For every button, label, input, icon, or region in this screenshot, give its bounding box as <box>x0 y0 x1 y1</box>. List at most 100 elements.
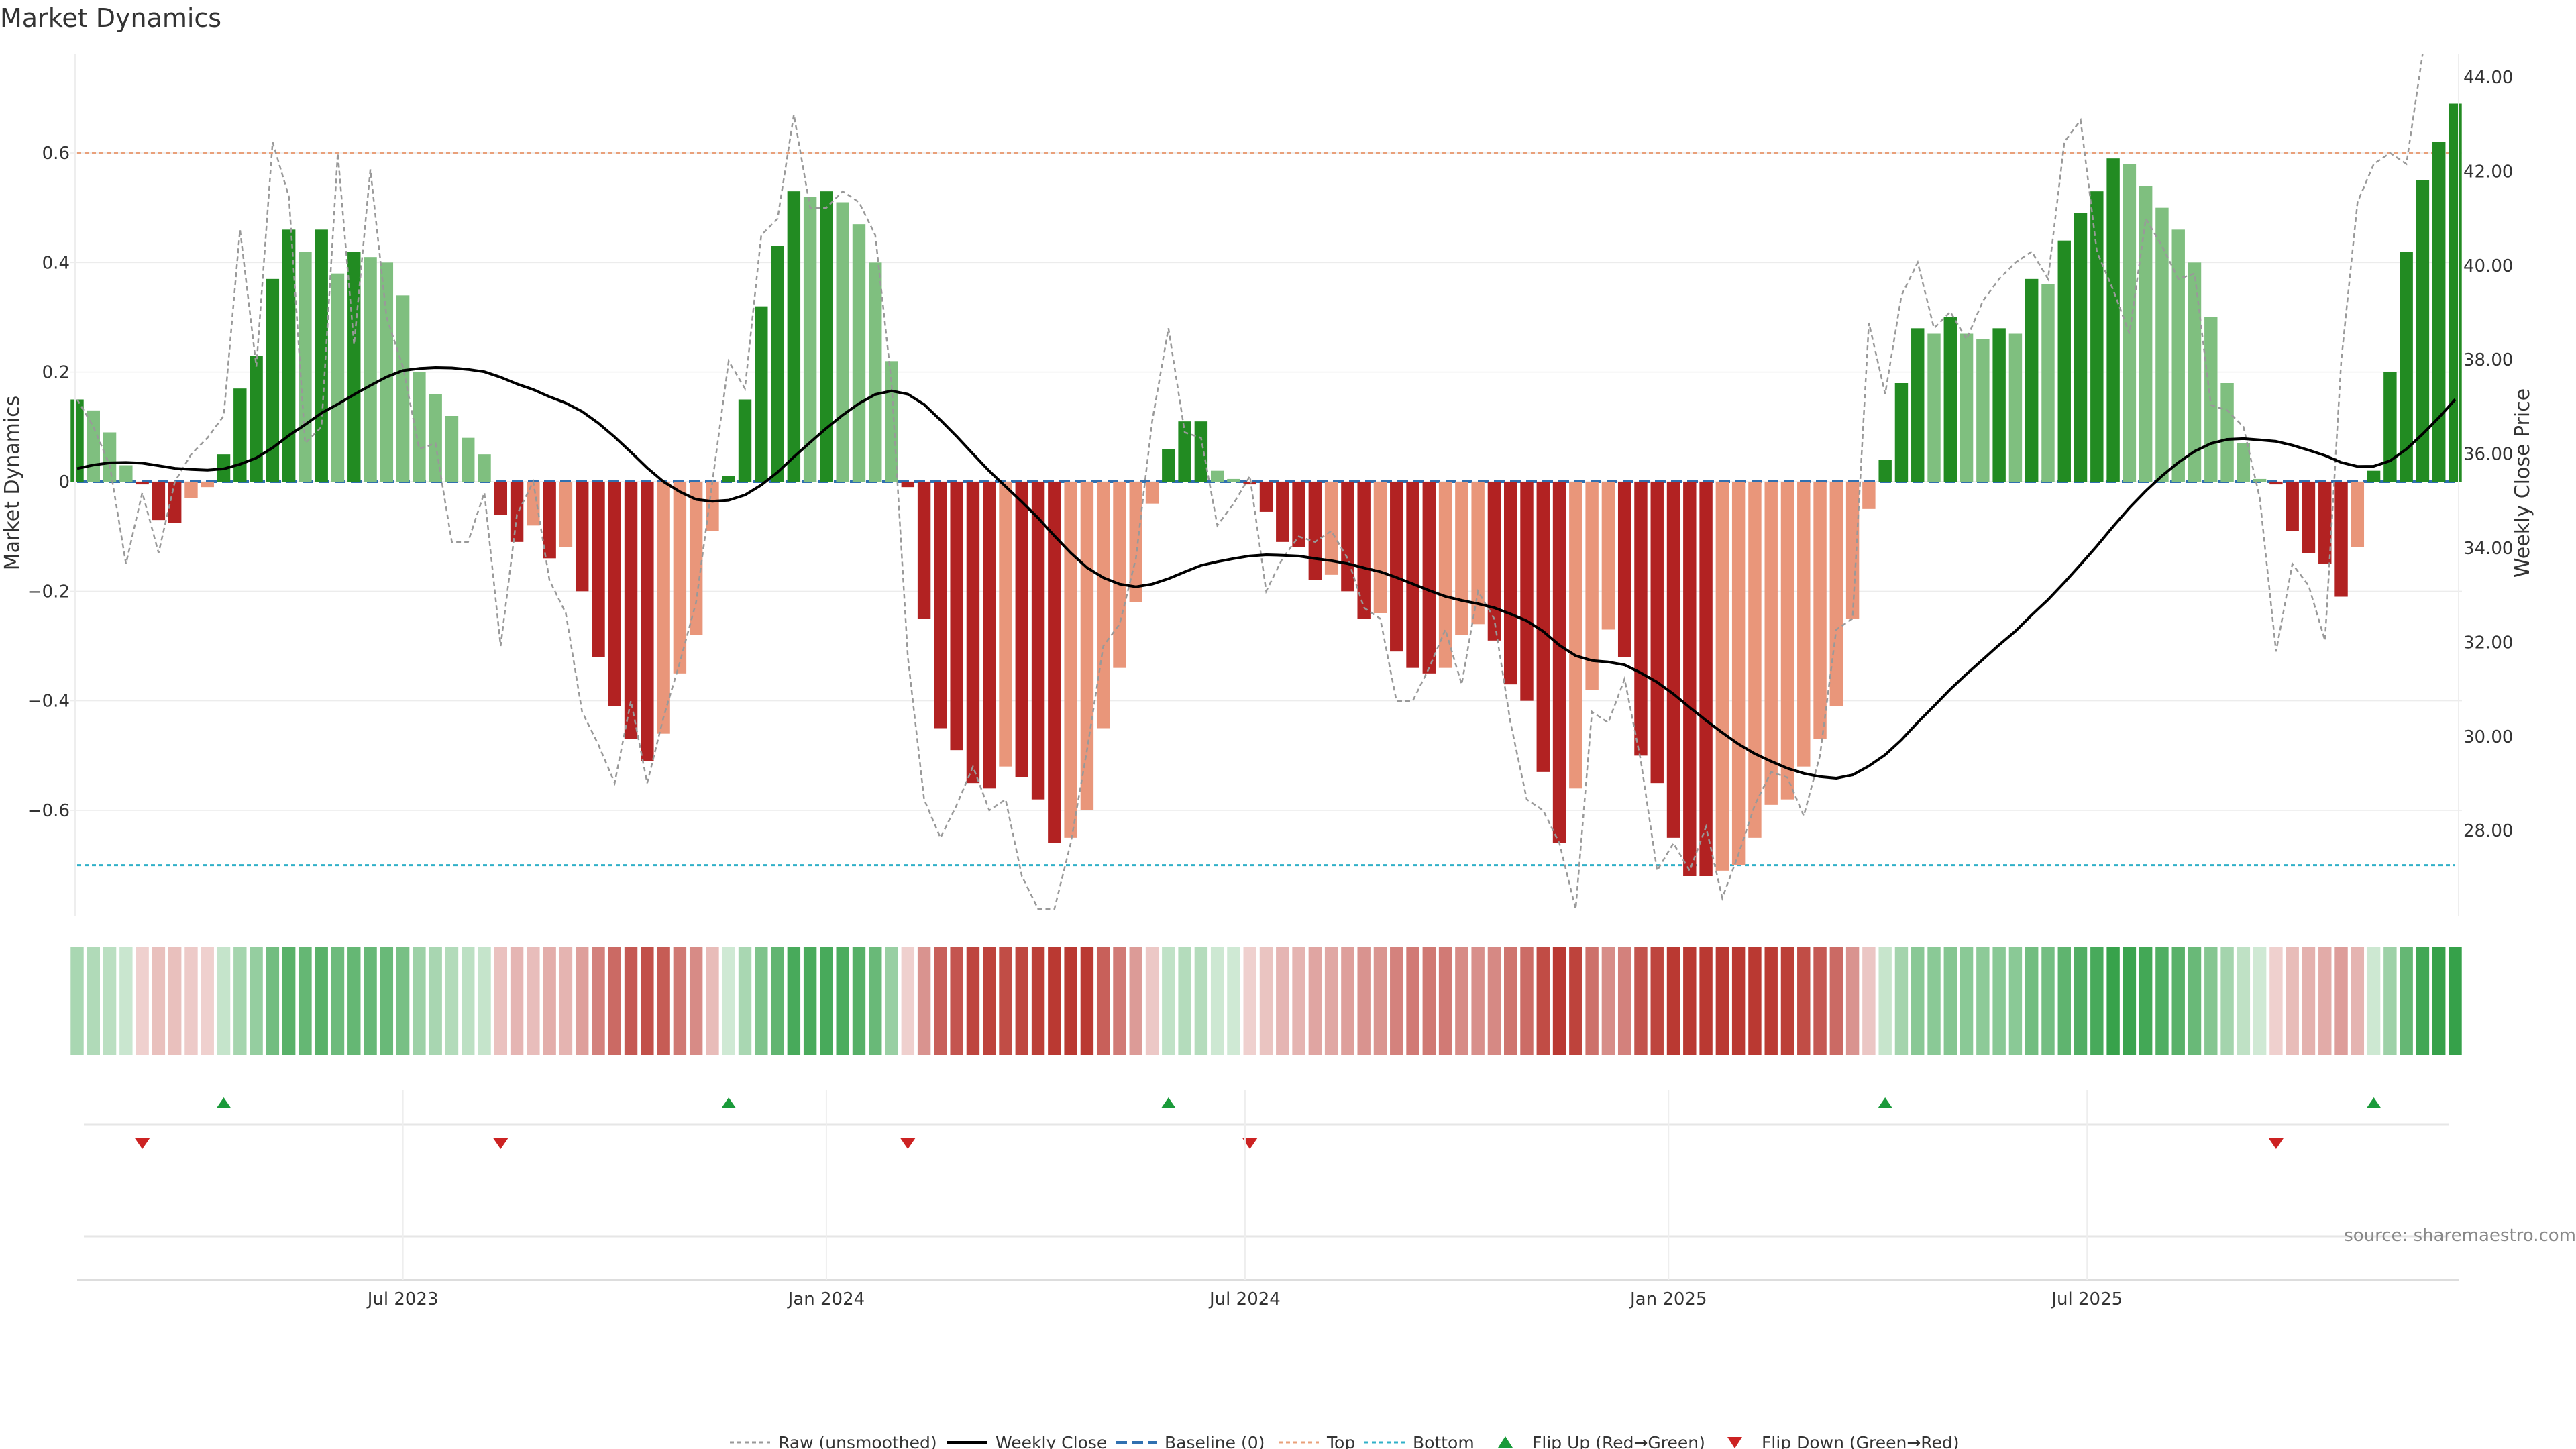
strip-cell <box>1520 947 1533 1055</box>
legend-baseline-label: Baseline (0) <box>1165 1433 1265 1449</box>
strip-cell <box>1227 947 1240 1055</box>
bar <box>103 433 116 482</box>
x-tick-label: Jul 2023 <box>366 1289 439 1309</box>
strip-cell <box>511 947 523 1055</box>
bar <box>2253 479 2266 482</box>
strip-cell <box>1455 947 1468 1055</box>
right-tick-label: 36.00 <box>2463 445 2513 465</box>
bar <box>1162 449 1175 482</box>
strip-cell <box>1064 947 1077 1055</box>
flip-up-marker <box>1161 1097 1176 1108</box>
flip-up-marker <box>721 1097 736 1108</box>
strip-cell <box>983 947 996 1055</box>
bar <box>1064 482 1077 838</box>
right-tick-label: 40.00 <box>2463 256 2513 276</box>
bar <box>625 482 637 739</box>
strip-cell <box>462 947 474 1055</box>
bar <box>1683 482 1696 876</box>
strip-cell <box>755 947 767 1055</box>
strip-cell <box>592 947 604 1055</box>
strip-cell <box>885 947 898 1055</box>
right-tick-label: 28.00 <box>2463 821 2513 841</box>
strip-cell <box>1374 947 1387 1055</box>
bar <box>87 411 100 482</box>
strip-cell <box>739 947 751 1055</box>
flip-down-marker <box>900 1138 915 1149</box>
bar <box>2237 443 2250 482</box>
x-tick-label: Jan 2024 <box>787 1289 865 1309</box>
x-tick-label: Jul 2024 <box>1208 1289 1281 1309</box>
strip-cell <box>445 947 458 1055</box>
bar <box>445 416 458 482</box>
strip-cell <box>250 947 262 1055</box>
strip-cell <box>788 947 800 1055</box>
bar <box>136 482 148 484</box>
strip-cell <box>2400 947 2412 1055</box>
strip-cell <box>2334 947 2347 1055</box>
right-tick-label: 34.00 <box>2463 539 2513 559</box>
bar <box>1374 482 1387 613</box>
strip-cell <box>1618 947 1631 1055</box>
bar <box>1895 383 1908 482</box>
strip-cell <box>608 947 621 1055</box>
bar <box>559 482 572 547</box>
strip-cell <box>999 947 1012 1055</box>
strip-cell <box>2172 947 2185 1055</box>
strip-cell <box>1097 947 1110 1055</box>
strip-cell <box>902 947 914 1055</box>
strip-cell <box>967 947 979 1055</box>
left-tick-label: 0.6 <box>42 144 70 164</box>
strip-cell <box>1911 947 1924 1055</box>
strip-cell <box>2286 947 2298 1055</box>
strip-cell <box>934 947 947 1055</box>
bar <box>380 262 393 482</box>
flip-markers <box>84 1097 2449 1236</box>
bar <box>1716 482 1729 871</box>
bar <box>250 356 262 482</box>
strip-cell <box>380 947 393 1055</box>
bar <box>722 476 735 482</box>
dynamics-bars <box>70 104 2461 877</box>
bar <box>1260 482 1273 512</box>
strip-cell <box>1406 947 1419 1055</box>
legend-flip-up-label: Flip Up (Red→Green) <box>1532 1433 1705 1449</box>
bar <box>2220 383 2233 482</box>
bar <box>1390 482 1403 651</box>
strip-cell <box>1699 947 1712 1055</box>
strip-cell <box>820 947 833 1055</box>
strip-cell <box>429 947 441 1055</box>
strip-cell <box>2302 947 2315 1055</box>
bar <box>1748 482 1761 838</box>
bar <box>1830 482 1843 706</box>
strip-cell <box>2155 947 2168 1055</box>
bar <box>1406 482 1419 668</box>
bar <box>1504 482 1517 684</box>
strip-cell <box>184 947 197 1055</box>
bar <box>1130 482 1142 602</box>
bar <box>2351 482 2364 547</box>
left-tick-label: −0.4 <box>28 692 70 712</box>
strip-cell <box>1390 947 1403 1055</box>
bar <box>2041 284 2054 482</box>
legend-top-label: Top <box>1326 1433 1355 1449</box>
strip-cell <box>2106 947 2119 1055</box>
strip-cell <box>1585 947 1598 1055</box>
strip-cell <box>1016 947 1028 1055</box>
bar <box>950 482 963 750</box>
bar <box>2367 471 2380 482</box>
left-tick-label: −0.6 <box>28 801 70 821</box>
strip-cell <box>1195 947 1208 1055</box>
bar <box>1732 482 1745 865</box>
bar <box>1032 482 1044 800</box>
strip-cell <box>331 947 344 1055</box>
right-tick-label: 44.00 <box>2463 68 2513 88</box>
bar <box>1960 334 1973 482</box>
strip-cell <box>1992 947 2005 1055</box>
strip-cell <box>918 947 930 1055</box>
strip-cell <box>1178 947 1191 1055</box>
strip-cell <box>1764 947 1777 1055</box>
strip-cell <box>1423 947 1436 1055</box>
bar <box>1016 482 1028 777</box>
strip-cell <box>2123 947 2136 1055</box>
